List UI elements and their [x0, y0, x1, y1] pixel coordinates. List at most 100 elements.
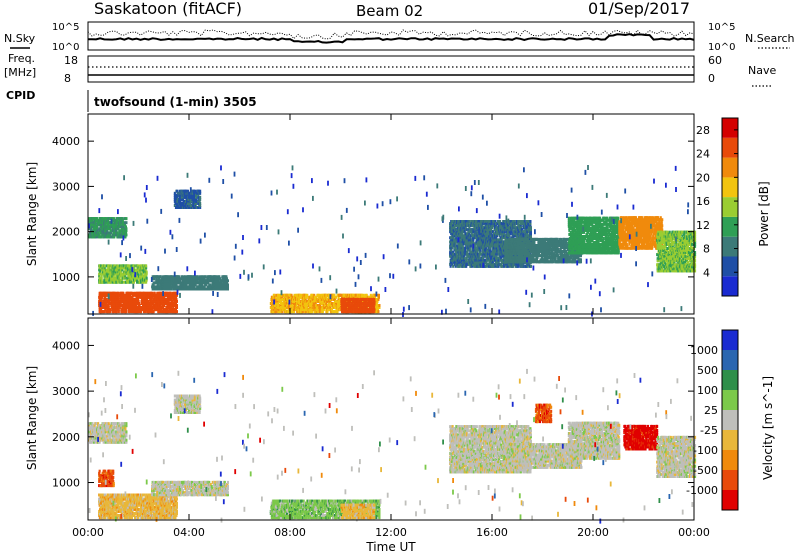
nsearch-label: N.Search: [745, 32, 795, 45]
colorbar-tick-label: 25: [704, 404, 718, 417]
nave-label: Nave: [748, 64, 776, 77]
colorbar-tick-label: 20: [696, 171, 710, 184]
cpid-label: CPID: [6, 89, 35, 102]
scatter-region: [567, 216, 621, 255]
scatter-region: [534, 403, 553, 424]
colorbar-swatch: [722, 236, 738, 257]
x-tick-label: 00:00: [72, 526, 104, 539]
scatter-region: [623, 424, 659, 451]
x-tick-label: 12:00: [375, 526, 407, 539]
colorbar-swatch: [722, 197, 738, 217]
colorbar-frame: [721, 117, 739, 297]
colorbar-swatch: [722, 370, 738, 390]
noise-tick-top-right: 10^5: [708, 22, 735, 33]
velocity-colorbar: 1000 500 100 25 -25 -100 -500 -1000: [686, 329, 739, 511]
noise-tick-top-left: 10^5: [52, 22, 79, 33]
scatter-region: [340, 503, 376, 520]
noise-tick-bottom-right: 10^0: [708, 42, 735, 53]
x-tick-label: 16:00: [476, 526, 508, 539]
x-tick-label: 00:00: [678, 526, 710, 539]
y-tick-label: 2000: [52, 431, 80, 444]
x-tick-label: 04:00: [173, 526, 205, 539]
cpid-text: twofsound (1-min) 3505: [94, 95, 257, 109]
scatter-region: [98, 291, 178, 314]
colorbar-tick-label: -1000: [686, 484, 718, 497]
freq-label-2: [MHz]: [4, 66, 36, 79]
y-tick-label: 2000: [52, 226, 80, 239]
velocity-panel: 1000 2000 3000 4000 00:00 04:00 08:00 12:00 16:0…: [52, 317, 710, 539]
freq-tick-8: 8: [64, 72, 71, 85]
scatter-region: [449, 220, 532, 268]
colorbar-tick-label: 24: [696, 148, 710, 161]
power-panel: 1000 2000 3000 4000: [52, 113, 697, 317]
colorbar-swatch: [722, 177, 738, 198]
colorbar-swatch: [722, 330, 738, 350]
scatter-region: [98, 469, 115, 488]
sparse-scatter: [88, 368, 694, 524]
freq-label-1: Freq.: [8, 52, 35, 65]
noise-panel: [87, 21, 695, 51]
nsearch-trace: [87, 29, 695, 40]
colorbar-swatch: [722, 350, 738, 370]
y-tick-label: 3000: [52, 385, 80, 398]
date-title: 01/Sep/2017: [588, 0, 690, 18]
scatter-region: [151, 480, 229, 497]
scatter-region: [151, 275, 229, 291]
scatter-region: [567, 421, 621, 460]
colorbar-swatch: [722, 430, 738, 450]
colorbar-tick-label: 8: [703, 243, 710, 256]
noise-tick-bottom-left: 10^0: [52, 42, 79, 53]
scatter-region: [98, 264, 148, 284]
nsky-label: N.Sky: [4, 32, 36, 45]
colorbar-swatch: [722, 450, 738, 470]
y-tick-label: 1000: [52, 477, 80, 490]
colorbar-tick-label: 500: [697, 364, 718, 377]
colorbar-swatch: [722, 390, 738, 410]
colorbar-swatch: [722, 216, 738, 237]
colorbar-tick-label: -25: [700, 424, 718, 437]
nsky-trace: [88, 33, 695, 44]
sparse-scatter: [88, 165, 690, 317]
scatter-region: [88, 422, 128, 444]
colorbar-swatch: [722, 490, 738, 510]
scatter-region: [656, 435, 697, 478]
x-tick-label: 08:00: [274, 526, 306, 539]
colorbar-tick-label: -500: [693, 464, 718, 477]
nave-tick-0: 0: [708, 72, 715, 85]
colorbar-swatch: [722, 410, 738, 430]
nave-tick-60: 60: [708, 54, 722, 67]
scatter-region: [173, 189, 202, 209]
colorbar-tick-label: 12: [696, 219, 710, 232]
y-tick-label: 4000: [52, 339, 80, 352]
colorbar-swatch: [722, 157, 738, 178]
power-colorbar-label: Power [dB]: [757, 181, 771, 246]
colorbar-swatch: [722, 276, 738, 296]
power-colorbar: 4 8 12 16 20 24 28: [696, 117, 739, 297]
y-tick-label: 4000: [52, 135, 80, 148]
beam-title: Beam 02: [356, 2, 423, 20]
y-tick-label: 1000: [52, 271, 80, 284]
velocity-colorbar-label: Velocity [m s^-1]: [761, 376, 775, 480]
colorbar-swatch: [722, 256, 738, 277]
colorbar-tick-label: -100: [693, 444, 718, 457]
scatter-region: [173, 394, 202, 414]
scatter-region: [504, 237, 583, 264]
colorbar-swatch: [722, 470, 738, 490]
freq-panel: [87, 55, 695, 83]
colorbar-swatch: [722, 137, 738, 158]
power-ylabel: Slant Range [km]: [25, 162, 39, 266]
colorbar-tick-label: 28: [696, 124, 710, 137]
freq-tick-18: 18: [64, 54, 78, 67]
x-tick-label: 20:00: [577, 526, 609, 539]
colorbar-tick-label: 1000: [690, 344, 718, 357]
y-tick-label: 3000: [52, 180, 80, 193]
scatter-region: [98, 493, 178, 520]
x-axis-label: Time UT: [365, 540, 416, 554]
scatter-region: [340, 297, 376, 314]
station-title: Saskatoon (fitACF): [94, 0, 242, 18]
colorbar-frame: [721, 329, 739, 511]
velocity-ylabel: Slant Range [km]: [25, 366, 39, 470]
scatter-region: [449, 425, 532, 474]
colorbar-tick-label: 100: [697, 384, 718, 397]
